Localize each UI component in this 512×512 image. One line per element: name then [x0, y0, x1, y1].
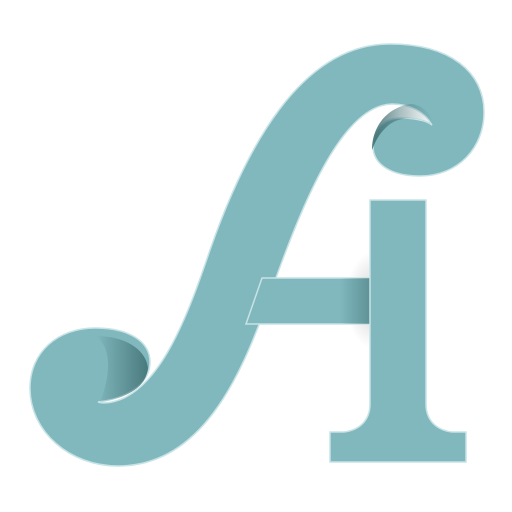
- crossbar-shade: [340, 278, 372, 324]
- lower-curl-shade: [96, 336, 148, 402]
- upper-curl-shade: [372, 104, 434, 150]
- i-stem: [329, 199, 467, 463]
